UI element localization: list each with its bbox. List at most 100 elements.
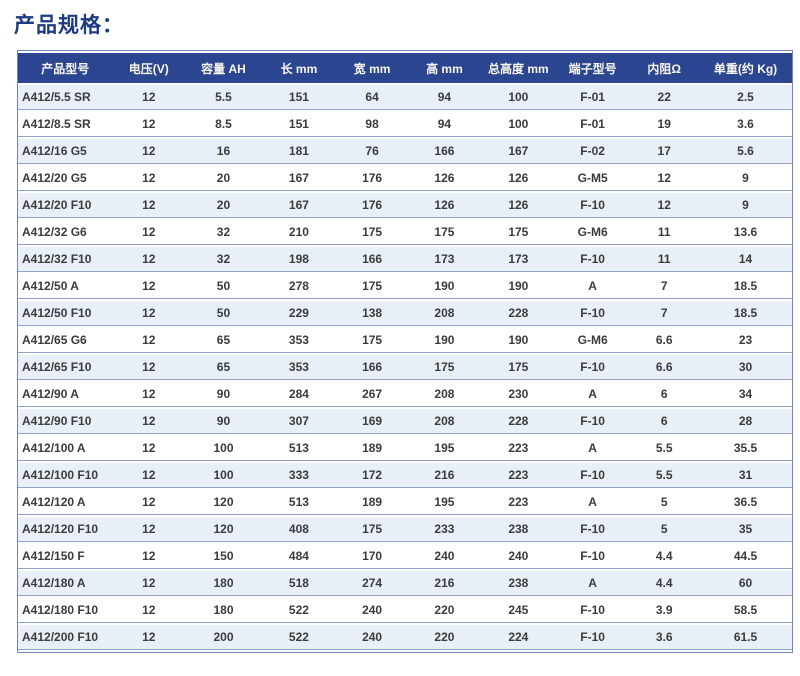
table-cell: 2.5 [699,85,792,110]
table-cell: 245 [480,598,556,623]
table-cell: 278 [261,274,337,299]
table-cell: 5.5 [629,436,700,461]
table-cell: 12 [112,625,186,650]
table-cell: 216 [408,463,481,488]
cell-model: A412/120 A [18,490,113,515]
table-cell: F-10 [555,301,630,326]
table-cell: 522 [261,598,337,623]
table-cell: 166 [408,139,481,164]
table-cell: 195 [408,436,481,461]
cell-model: A412/200 F10 [18,625,113,650]
table-cell: 5.5 [185,85,262,110]
table-cell: 195 [408,490,481,515]
table-cell: 22 [629,85,700,110]
table-cell: 12 [112,409,186,434]
table-cell: 274 [336,571,409,596]
cell-model: A412/65 G6 [18,328,113,353]
cell-model: A412/16 G5 [18,139,113,164]
table-cell: 60 [699,571,792,596]
table-cell: 223 [480,463,556,488]
table-cell: 189 [336,436,409,461]
table-cell: 14 [699,247,792,272]
table-cell: 5.5 [629,463,700,488]
table-cell: 12 [112,193,186,218]
table-cell: 267 [336,382,409,407]
table-cell: 170 [336,544,409,569]
table-cell: 12 [112,436,186,461]
table-cell: F-01 [555,112,630,137]
table-cell: 12 [112,247,186,272]
table-cell: 19 [629,112,700,137]
table-cell: 151 [261,85,337,110]
cell-model: A412/150 F [18,544,113,569]
table-body: A412/5.5 SR 12 5.5 151 64 94 100 F-01 22 2.5 A412/… [18,85,792,650]
table-cell: 223 [480,436,556,461]
table-cell: 12 [112,112,186,137]
table-cell: 175 [336,328,409,353]
table-cell: 120 [185,490,262,515]
table-cell: 23 [699,328,792,353]
table-cell: 76 [336,139,409,164]
table-cell: F-10 [555,355,630,380]
table-cell: 31 [699,463,792,488]
header-cell: 总高度 mm [480,53,556,83]
table-header-row: 产品型号 电压(V) 容量 AH 长 mm 宽 mm 高 mm 总高度 mm 端子型号 内阻Ω 单… [18,53,792,83]
table-cell: 6 [629,409,700,434]
table-cell: 30 [699,355,792,380]
table-row: A412/180 A 12 180 518 274 216 238 A 4.4 60 [18,571,792,596]
table-cell: 175 [336,220,409,245]
table-cell: 175 [336,274,409,299]
table-cell: 176 [336,166,409,191]
table-cell: 126 [480,166,556,191]
header-cell: 电压(V) [112,53,186,83]
table-cell: 167 [261,166,337,191]
table-cell: 126 [480,193,556,218]
table-cell: 20 [185,166,262,191]
table-cell: 36.5 [699,490,792,515]
table-row: A412/120 F10 12 120 408 175 233 238 F-10 5 35 [18,517,792,542]
table-cell: 175 [408,220,481,245]
table-cell: 233 [408,517,481,542]
table-cell: F-02 [555,139,630,164]
table-cell: A [555,436,630,461]
table-cell: 35 [699,517,792,542]
cell-model: A412/32 G6 [18,220,113,245]
table-row: A412/100 A 12 100 513 189 195 223 A 5.5 35.5 [18,436,792,461]
table-cell: 175 [336,517,409,542]
table-cell: 12 [112,85,186,110]
table-cell: 513 [261,436,337,461]
table-cell: 228 [480,301,556,326]
table-cell: 284 [261,382,337,407]
table-cell: 11 [629,247,700,272]
table-cell: 175 [480,220,556,245]
table-cell: 230 [480,382,556,407]
spec-table: 产品型号 电压(V) 容量 AH 长 mm 宽 mm 高 mm 总高度 mm 端子型号 内阻Ω 单… [17,50,793,653]
table-cell: G-M5 [555,166,630,191]
table-cell: 220 [408,625,481,650]
table-cell: 12 [112,517,186,542]
table-cell: 3.6 [699,112,792,137]
table-row: A412/180 F10 12 180 522 240 220 245 F-10 3.9 58.5 [18,598,792,623]
table-cell: F-10 [555,598,630,623]
table-row: A412/20 G5 12 20 167 176 126 126 G-M5 12 9 [18,166,792,191]
table-cell: 216 [408,571,481,596]
table-cell: 100 [480,112,556,137]
table-cell: 12 [112,382,186,407]
table-cell: 32 [185,220,262,245]
table-cell: G-M6 [555,220,630,245]
table-cell: 12 [112,328,186,353]
table-cell: 98 [336,112,409,137]
table-cell: 150 [185,544,262,569]
table-cell: 12 [629,166,700,191]
table-row: A412/5.5 SR 12 5.5 151 64 94 100 F-01 22 2.5 [18,85,792,110]
table-cell: 229 [261,301,337,326]
cell-model: A412/5.5 SR [18,85,113,110]
table-cell: 5 [629,490,700,515]
table-cell: 333 [261,463,337,488]
table-cell: 11 [629,220,700,245]
table-cell: 208 [408,301,481,326]
table-cell: 12 [112,139,186,164]
table-cell: 166 [336,247,409,272]
table-cell: A [555,274,630,299]
table-row: A412/32 F10 12 32 198 166 173 173 F-10 11 14 [18,247,792,272]
